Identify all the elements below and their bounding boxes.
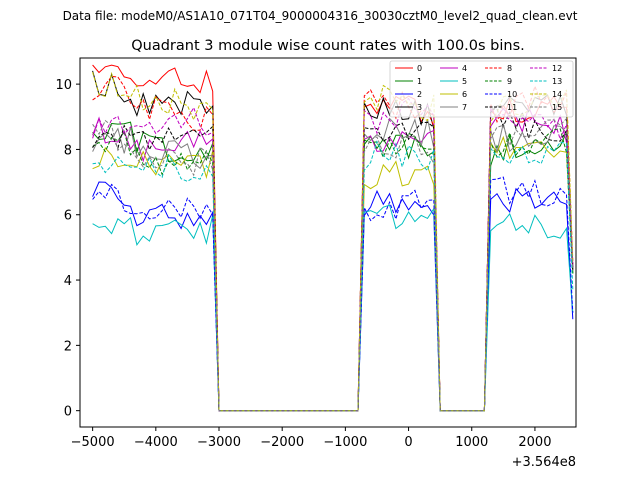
- x-tick-label: −5000: [71, 435, 115, 450]
- y-tick-label: 0: [64, 405, 72, 420]
- series-line-12: [92, 97, 574, 412]
- legend-label-6: 6: [462, 90, 467, 99]
- y-tick-label: 10: [55, 78, 72, 93]
- legend-label-1: 1: [417, 77, 422, 86]
- series-line-5: [92, 204, 574, 412]
- y-tick-label: 6: [64, 209, 72, 224]
- legend-label-10: 10: [507, 90, 517, 99]
- legend-label-13: 13: [552, 77, 562, 86]
- x-axis: −5000 −4000 −3000 −2000 −1000 0 1000 2000: [71, 427, 551, 450]
- legend-label-2: 2: [417, 90, 422, 99]
- x-tick-label: −4000: [134, 435, 178, 450]
- legend-label-0: 0: [417, 64, 422, 73]
- legend-label-7: 7: [462, 103, 467, 112]
- legend-label-5: 5: [462, 77, 467, 86]
- series-line-7: [92, 117, 574, 412]
- plot-area: [80, 58, 576, 427]
- x-tick-label: 0: [404, 435, 412, 450]
- series-line-10: [92, 176, 574, 412]
- legend-label-12: 12: [552, 64, 562, 73]
- legend-label-11: 11: [507, 103, 517, 112]
- chart-suptitle: Data file: modeM0/AS1A10_071T04_90000043…: [63, 9, 578, 23]
- legend-label-14: 14: [552, 90, 562, 99]
- legend-label-4: 4: [462, 64, 467, 73]
- series-line-2: [92, 181, 574, 412]
- x-tick-label: 1000: [455, 435, 488, 450]
- legend-box: [389, 60, 574, 118]
- y-axis: 0 2 4 6 8 10: [55, 78, 80, 420]
- series-line-1: [92, 121, 574, 412]
- y-tick-label: 4: [64, 274, 72, 289]
- series-line-4: [92, 105, 574, 412]
- series-line-6: [92, 135, 574, 412]
- legend-label-9: 9: [507, 77, 512, 86]
- y-tick-label: 8: [64, 143, 72, 158]
- series-line-13: [92, 140, 574, 412]
- x-axis-offset-label: +3.564e8: [512, 455, 576, 470]
- legend-label-8: 8: [507, 64, 512, 73]
- x-tick-label: −2000: [260, 435, 304, 450]
- axes-frame: [79, 57, 577, 428]
- x-tick-label: 2000: [518, 435, 551, 450]
- legend-label-15: 15: [552, 103, 562, 112]
- x-tick-label: −3000: [197, 435, 241, 450]
- legend-label-3: 3: [417, 103, 422, 112]
- x-tick-label: −1000: [323, 435, 367, 450]
- series-line-15: [92, 117, 574, 412]
- y-tick-label: 2: [64, 339, 72, 354]
- chart-title: Quadrant 3 module wise count rates with …: [131, 38, 525, 54]
